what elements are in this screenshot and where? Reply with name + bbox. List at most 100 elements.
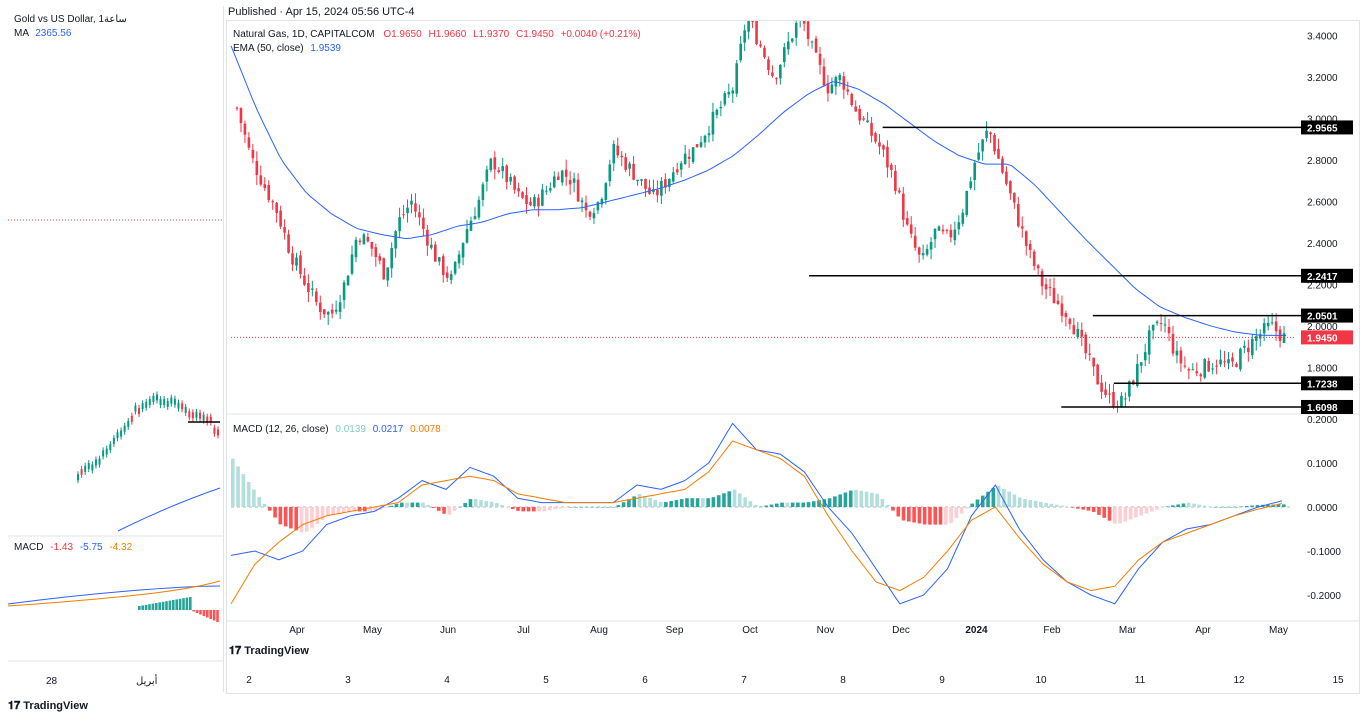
macd-histogram-bar	[1266, 504, 1270, 507]
left-candle-body	[141, 403, 144, 410]
macd-histogram-bar	[341, 507, 346, 513]
left-macd-v1: -1.43	[50, 542, 74, 553]
candle-body	[929, 241, 933, 250]
macd-histogram-bar	[1091, 507, 1096, 512]
left-ma-row: MA 2365.56	[14, 28, 71, 40]
macd-histogram-bar	[252, 489, 256, 507]
price-axis-tick-5: 2.4000	[1307, 239, 1338, 250]
candle-body	[1092, 357, 1095, 367]
left-signal-line	[8, 580, 221, 607]
left-candle-body	[109, 444, 112, 451]
candle-body	[315, 291, 318, 303]
macd-histogram-bar	[479, 499, 483, 507]
candle-body	[1017, 204, 1020, 227]
macd-histogram-bar	[1155, 507, 1159, 510]
left-candle-body	[98, 458, 101, 465]
symbol-row: Natural Gas, 1D, CAPITALCOM O1.9650 H1.9…	[233, 29, 641, 41]
macd-histogram-bar	[1102, 507, 1107, 518]
candle-body	[850, 93, 854, 106]
macd-histogram-bar	[727, 491, 732, 507]
candle-body	[552, 176, 556, 188]
macd-histogram-bar	[1097, 507, 1101, 515]
candle-body	[263, 184, 267, 189]
candle-body	[505, 165, 508, 183]
candle-body	[414, 203, 417, 212]
left-x-tick-1: أبريل	[136, 676, 158, 687]
candle-body	[1128, 381, 1131, 397]
macd-histogram-bar	[627, 499, 631, 507]
macd-histogram-bar	[516, 507, 520, 511]
macd-histogram-bar	[304, 507, 309, 532]
footer-brand[interactable]: 𝟏𝟕 TradingView	[8, 700, 88, 712]
candle-body	[370, 241, 374, 249]
macd-histogram-bar	[495, 503, 499, 507]
candle-body	[628, 163, 631, 169]
macd-histogram-bar	[574, 507, 578, 508]
candle-body	[307, 283, 310, 293]
macd-histogram-bar	[711, 497, 716, 507]
candle-body	[485, 169, 489, 182]
candle-body	[699, 142, 703, 147]
level-tag-0	[1301, 120, 1353, 135]
left-histogram-bar	[161, 601, 165, 610]
macd-histogram-bar	[843, 492, 848, 507]
left-histogram-bar	[151, 603, 155, 610]
macd-histogram-bar	[289, 507, 293, 529]
candle-body	[901, 193, 905, 220]
macd-histogram-bar	[1017, 497, 1022, 507]
candle-body	[1159, 323, 1163, 325]
macd-histogram-bar	[267, 507, 272, 511]
candle-body	[366, 236, 370, 242]
macd-histogram-bar	[669, 501, 673, 507]
macd-histogram-bar	[1028, 499, 1033, 507]
macd-histogram-bar	[870, 492, 874, 507]
candle-body	[878, 142, 881, 147]
candle-body	[1266, 322, 1270, 327]
bottom-axis-label-8: 10	[1035, 675, 1047, 686]
macd-histogram-bar	[283, 507, 288, 527]
candle-body	[1247, 347, 1250, 353]
candle-body	[533, 196, 536, 207]
ohlc-high: H1.9660	[428, 29, 467, 40]
macd-histogram-bar	[738, 493, 742, 507]
month-label-12: Apr	[1195, 625, 1211, 636]
macd-histogram-bar	[838, 494, 842, 507]
candle-body	[283, 227, 286, 233]
macd-histogram-bar	[231, 458, 235, 507]
macd-histogram-bar	[1065, 506, 1070, 508]
inner-brand[interactable]: 𝟏𝟕 TradingView	[229, 645, 309, 657]
left-histogram-bar	[138, 606, 141, 610]
price-axis-tick-8: 1.8000	[1307, 363, 1338, 374]
left-candle-body	[184, 406, 187, 413]
candle-body	[767, 59, 770, 70]
candle-body	[374, 247, 378, 258]
candle-body	[775, 78, 778, 80]
left-candle-body	[181, 403, 184, 410]
macd-histogram-bar	[722, 493, 726, 507]
candle-body	[941, 229, 945, 232]
candle-body	[921, 253, 925, 256]
candle-body	[445, 272, 449, 278]
candle-body	[917, 247, 921, 255]
candle-body	[461, 242, 465, 258]
macd-histogram-bar	[848, 490, 853, 507]
candle-body	[1032, 251, 1036, 267]
macd-histogram-bar	[1208, 506, 1212, 508]
macd-histogram-bar	[621, 502, 626, 507]
candle-body	[378, 256, 382, 261]
macd-histogram-bar	[426, 504, 431, 507]
candle-body	[739, 43, 742, 61]
candle-body	[311, 288, 314, 290]
candle-body	[1211, 368, 1214, 370]
macd-histogram-bar	[975, 499, 980, 507]
macd-histogram-bar	[595, 507, 600, 508]
candle-body	[295, 257, 298, 266]
candle-body	[1227, 359, 1230, 364]
left-histogram-bar	[189, 597, 192, 610]
candle-body	[537, 197, 540, 207]
left-histogram-bar	[178, 598, 182, 610]
candle-body	[866, 120, 869, 123]
left-candle-body	[188, 411, 191, 418]
left-histogram-bar	[192, 610, 195, 612]
candle-body	[477, 199, 481, 218]
